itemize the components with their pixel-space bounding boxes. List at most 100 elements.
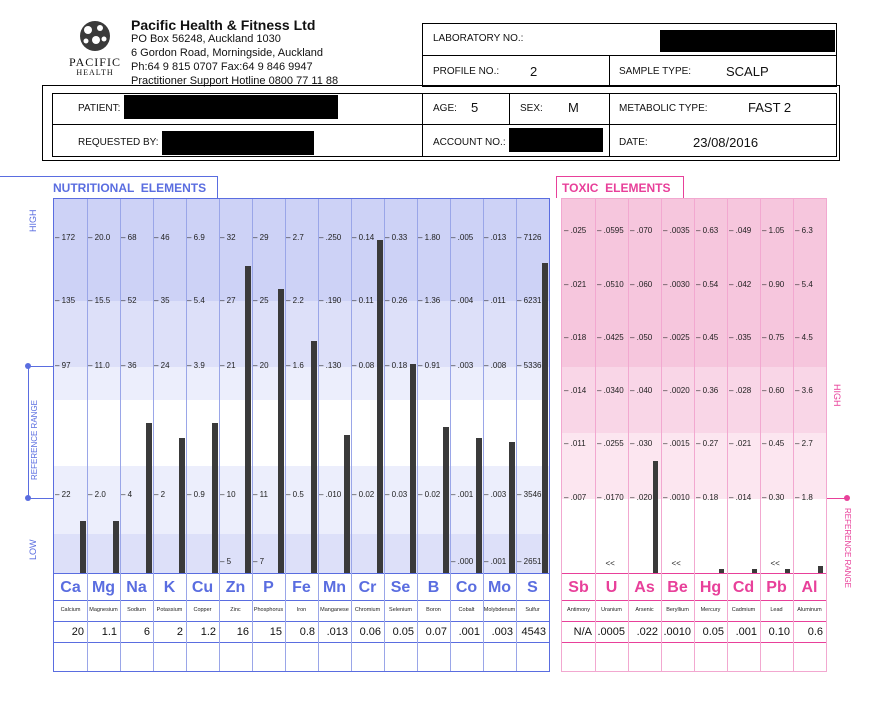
reference-line <box>28 366 53 367</box>
element-result: 6 <box>143 626 150 638</box>
scale-tick: – 0.33 <box>385 233 408 242</box>
scale-tick: – .020 <box>630 493 653 502</box>
scale-tick: – .250 <box>319 233 342 242</box>
patient-label: PATIENT: <box>78 103 121 114</box>
scale-tick: – 172 <box>55 233 76 242</box>
scale-tick: – 2.7 <box>286 233 304 242</box>
column-divider <box>219 199 220 671</box>
scale-tick: – .0010 <box>663 493 690 502</box>
scale-tick: – .0030 <box>663 280 690 289</box>
metabolic-type-value: FAST 2 <box>748 100 792 115</box>
scale-tick: – 0.5 <box>286 490 304 499</box>
scale-tick: – 6.9 <box>187 233 205 242</box>
scale-tick: – 0.91 <box>418 361 441 370</box>
element-symbol: Ca <box>60 579 81 596</box>
result-bar <box>377 240 383 573</box>
scale-tick: – .007 <box>564 493 587 502</box>
element-symbol: Be <box>667 579 688 596</box>
scale-tick: – 2 <box>154 490 166 499</box>
element-name: Cadmium <box>731 607 756 613</box>
scale-tick: – .190 <box>319 296 342 305</box>
column-divider <box>628 199 629 671</box>
element-result: 1.2 <box>200 626 216 638</box>
scale-tick: – 4 <box>121 490 133 499</box>
element-name: Iron <box>296 607 307 613</box>
column-divider <box>661 199 662 671</box>
scale-tick: – 6231 <box>517 296 542 305</box>
scale-tick: – .011 <box>564 439 586 448</box>
reference-range-label: REFERENCE RANGE <box>30 399 39 480</box>
scale-tick: – .030 <box>630 439 653 448</box>
sex-value: M <box>568 100 579 115</box>
result-bar <box>278 288 284 573</box>
scale-tick: – .0170 <box>597 493 624 502</box>
toxic-chart: – .025 – .021 – .018 – .014 – .011 – .007 Sb An… <box>561 198 827 672</box>
column-divider <box>351 199 352 671</box>
toxic-title: TOXIC ELEMENTS <box>562 181 671 195</box>
result-bar <box>179 438 185 573</box>
scale-tick: – 11.0 <box>88 361 110 370</box>
result-bar <box>719 569 724 573</box>
column-divider <box>285 199 286 671</box>
element-name: Uranium <box>601 607 622 613</box>
element-symbol: S <box>527 579 538 596</box>
column-divider <box>793 199 794 671</box>
element-result: .0005 <box>597 626 625 638</box>
element-symbol: Cr <box>358 579 377 596</box>
element-name: Magnesium <box>89 607 118 613</box>
scale-tick: – .070 <box>630 226 653 235</box>
column-divider <box>318 199 319 671</box>
scale-tick: – 0.30 <box>762 493 785 502</box>
result-bar <box>509 442 515 573</box>
scale-tick: – 0.63 <box>696 226 719 235</box>
logo-text: PACIFIC <box>69 55 121 69</box>
scale-tick: – 11 <box>253 490 268 499</box>
element-symbol: Co <box>455 579 478 596</box>
element-symbol: K <box>163 579 176 596</box>
company-address: PO Box 56248, Auckland 1030 6 Gordon Roa… <box>131 32 338 88</box>
scale-tick-low: – 5 <box>220 557 232 566</box>
element-symbol: Na <box>126 579 147 596</box>
element-symbol: Cu <box>191 579 214 596</box>
scale-tick: – .0020 <box>663 386 690 395</box>
band-upper <box>54 301 549 367</box>
address-line: Practitioner Support Hotline 0800 77 11 … <box>131 75 339 87</box>
patient-redacted <box>124 95 338 119</box>
result-bar <box>344 434 350 573</box>
toxic-high-label: HIGH <box>832 384 842 407</box>
element-result: 0.8 <box>299 626 315 638</box>
scale-tick: – 0.60 <box>762 386 785 395</box>
scale-tick: – 0.08 <box>352 361 375 370</box>
scale-tick: – .060 <box>630 280 653 289</box>
element-symbol: Mg <box>91 579 116 596</box>
scale-tick: – 0.75 <box>762 333 785 342</box>
scale-tick: – .0340 <box>597 386 624 395</box>
scale-tick: – 0.02 <box>352 490 375 499</box>
patient-divider-v <box>609 93 610 157</box>
column-divider <box>516 199 517 671</box>
result-bar <box>818 565 823 573</box>
scale-tick: – .0035 <box>663 226 690 235</box>
element-result: 15 <box>269 626 282 638</box>
profile-label: PROFILE NO.: <box>433 66 500 77</box>
account-redacted <box>509 128 603 152</box>
scale-tick: – 3.9 <box>187 361 205 370</box>
scale-tick: – 3546 <box>517 490 542 499</box>
result-bar <box>476 438 482 573</box>
age-value: 5 <box>471 100 479 115</box>
element-symbol: Al <box>801 579 818 596</box>
laboratory-label: LABORATORY NO.: <box>433 33 524 44</box>
result-bar <box>245 266 251 573</box>
element-result: 0.10 <box>768 626 790 638</box>
element-name: Copper <box>193 607 212 613</box>
element-name: Sodium <box>127 607 146 613</box>
scale-tick: – 2.7 <box>795 439 813 448</box>
scale-tick: – .004 <box>451 296 474 305</box>
scale-tick: – 25 <box>253 296 269 305</box>
scale-tick: – .021 <box>564 280 587 289</box>
scale-tick: – 46 <box>154 233 170 242</box>
metabolic-type-label: METABOLIC TYPE: <box>619 103 708 114</box>
address-line: PO Box 56248, Auckland 1030 <box>131 33 281 45</box>
scale-tick: – .013 <box>484 233 507 242</box>
element-result: N/A <box>573 626 592 638</box>
